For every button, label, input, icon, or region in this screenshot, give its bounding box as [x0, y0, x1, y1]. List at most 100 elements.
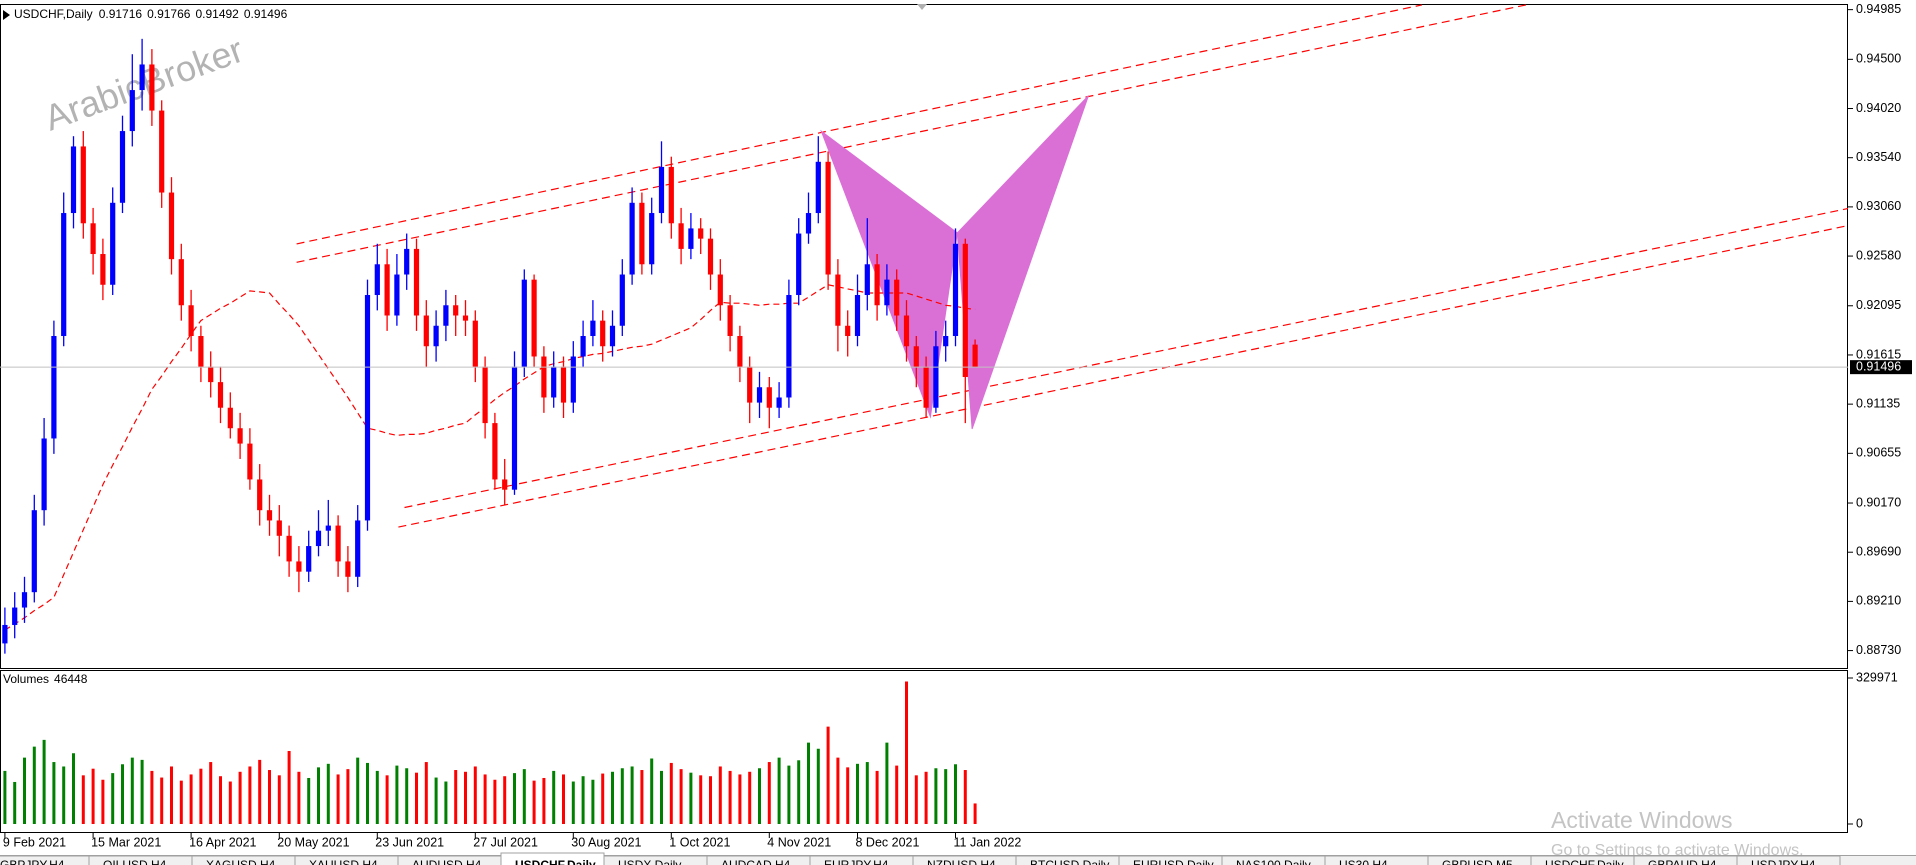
windows-notice-title: Activate Windows	[1551, 807, 1733, 833]
x-tick-label: 20 May 2021	[277, 835, 349, 849]
y-tick-label: 0.93060	[1856, 199, 1901, 213]
candle-body	[854, 295, 861, 336]
candle-body	[296, 561, 302, 572]
tab[interactable]: US30,H4	[1324, 855, 1429, 865]
x-tick-label: 1 Oct 2021	[669, 835, 730, 849]
volume-plot	[3, 681, 977, 824]
header-arrow	[3, 10, 10, 20]
tab-label[interactable]: US30,H4	[1339, 858, 1388, 865]
tab-label[interactable]: NZDUSD,H4	[927, 858, 996, 865]
candle-body	[159, 110, 165, 193]
tab[interactable]: USDCHF,Daily	[1530, 855, 1635, 865]
candle-body	[110, 202, 116, 285]
candle-body	[747, 366, 753, 403]
x-tick-label: 15 Mar 2021	[91, 835, 161, 849]
tab[interactable]: NAS100,Daily	[1221, 855, 1326, 865]
scroll-marker	[917, 4, 927, 10]
candle-body	[41, 438, 47, 511]
tab-label[interactable]: NAS100,Daily	[1236, 858, 1311, 865]
candle-body	[453, 305, 459, 316]
tab-label[interactable]: XAUUSD,H4	[309, 858, 378, 865]
candle-body	[864, 264, 870, 296]
channel-line	[404, 207, 1848, 509]
tab[interactable]: XAGUSD,H4	[191, 855, 296, 865]
candle-body	[178, 259, 184, 306]
tab[interactable]: XAUUSD,H4	[294, 855, 399, 865]
candle-body	[325, 525, 331, 531]
channel-line	[296, 4, 1527, 263]
tab-label[interactable]: BTCUSD,Daily	[1030, 858, 1109, 865]
tab[interactable]: NZDUSD,H4	[912, 855, 1017, 865]
current-price-label: 0.91496	[1856, 359, 1901, 373]
candle-body	[815, 161, 821, 214]
candle-body	[404, 248, 410, 275]
tab-label[interactable]: OILUSD,H4	[103, 858, 167, 865]
tab-label[interactable]: USDCHF,Daily	[1545, 858, 1624, 865]
candle-body	[698, 228, 704, 239]
candle-body	[678, 223, 684, 249]
candle-body	[943, 336, 949, 347]
y-tick-label: 0.94500	[1856, 52, 1901, 66]
candle-body	[884, 279, 890, 306]
tab-label[interactable]: EURUSD,Daily	[1133, 858, 1214, 865]
tab-label[interactable]: AUDCAD,H4	[721, 858, 791, 865]
candle-body	[492, 423, 498, 480]
tab[interactable]: EURUSD,Daily	[1118, 855, 1223, 865]
y-tick-label: 0.92095	[1856, 298, 1901, 312]
candle-body	[707, 238, 714, 275]
current-price-box	[1850, 360, 1912, 375]
candle-body	[139, 64, 145, 91]
tab[interactable]: AUDCAD,H4	[706, 855, 811, 865]
channel-lines	[296, 4, 1848, 528]
candle-body	[903, 315, 910, 347]
candle-body	[609, 325, 616, 347]
tab[interactable]: USDCHF,Daily	[500, 852, 605, 865]
tab[interactable]: AUDUSD,H4	[397, 855, 502, 865]
tab[interactable]: BTCUSD,Daily	[1015, 855, 1120, 865]
x-tick-label: 11 Jan 2022	[954, 835, 1022, 849]
volume-frame	[0, 670, 1848, 833]
candle-body	[433, 325, 439, 347]
tab-label[interactable]: AUDUSD,H4	[412, 858, 482, 865]
tab[interactable]: GBPAUD,H4	[1633, 855, 1738, 865]
tab-label[interactable]: USDCHF,Daily	[515, 858, 596, 865]
candle-body	[423, 315, 429, 347]
tab[interactable]: EURJPY,H4	[809, 855, 914, 865]
y-tick-label: 0.92580	[1856, 248, 1901, 262]
candle-body	[374, 264, 380, 296]
tab-label[interactable]: GBPUSD,M5	[1442, 858, 1513, 865]
candle-body	[737, 336, 743, 367]
candle-body	[639, 202, 645, 265]
tab[interactable]: USDJPY,H4	[1736, 855, 1841, 865]
candle-body	[119, 131, 126, 203]
tab-label[interactable]: USDJPY,H4	[1751, 858, 1816, 865]
tab-frame[interactable]	[1736, 855, 1841, 865]
candle-body	[658, 166, 665, 214]
candle-body	[727, 305, 733, 336]
candle-body	[717, 274, 723, 306]
volume-tick-label: 329971	[1856, 670, 1898, 684]
tab[interactable]: USDX,Daily	[603, 855, 708, 865]
candle-body	[619, 274, 625, 326]
candle-body	[766, 387, 772, 408]
candle-body	[345, 561, 351, 577]
candle-body	[649, 213, 655, 265]
candle-body	[90, 223, 96, 255]
y-tick-label: 0.94020	[1856, 101, 1901, 115]
candle-body	[355, 520, 361, 577]
candle-body	[796, 233, 802, 296]
tab[interactable]: GBPUSD,M5	[1427, 855, 1532, 865]
tab-label[interactable]: GBPAUD,H4	[1648, 858, 1717, 865]
tab-label[interactable]: USDX,Daily	[618, 858, 681, 865]
tab-label[interactable]: EURJPY,H4	[824, 858, 889, 865]
tab-label[interactable]: GBPJPY,H4	[0, 858, 65, 865]
x-tick-label: 23 Jun 2021	[375, 835, 444, 849]
candle-body	[129, 90, 135, 132]
candle-body	[913, 346, 919, 367]
low-value: 0.91492	[195, 7, 239, 21]
tab[interactable]: OILUSD,H4	[88, 855, 193, 865]
candle-body	[600, 320, 606, 347]
tab[interactable]: GBPJPY,H4	[0, 855, 90, 865]
tab-label[interactable]: XAGUSD,H4	[206, 858, 276, 865]
